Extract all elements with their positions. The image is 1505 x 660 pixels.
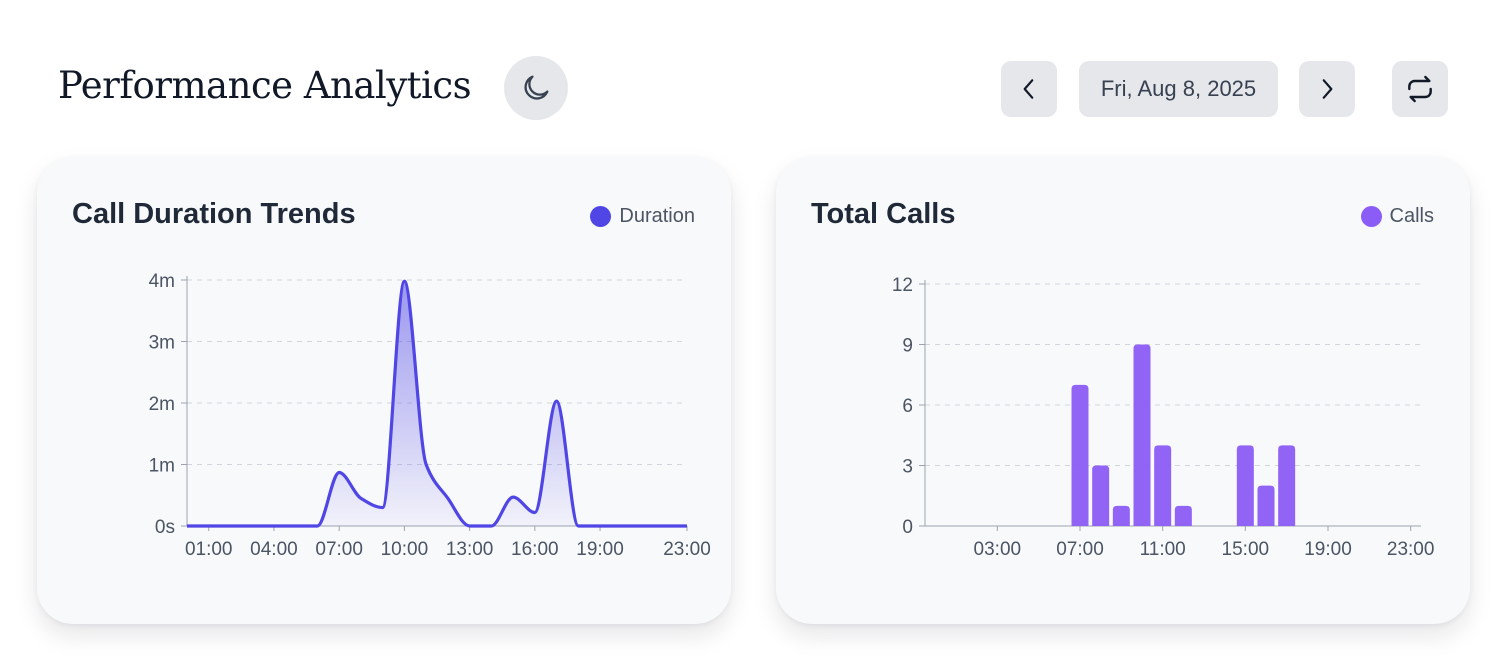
x-tick-label: 07:00 — [315, 539, 363, 560]
calls-bar — [1154, 445, 1172, 526]
duration-legend-swatch — [590, 206, 612, 227]
calls-legend-label: Calls — [1389, 205, 1434, 227]
y-tick-label: 4m — [149, 271, 175, 292]
previous-day-button[interactable] — [1001, 61, 1057, 117]
y-tick-label: 0s — [155, 517, 175, 538]
page-title: Performance Analytics — [58, 64, 472, 107]
x-tick-label: 10:00 — [381, 539, 429, 560]
calls-bar — [1071, 384, 1089, 526]
x-tick-label: 15:00 — [1222, 539, 1270, 560]
moon-icon — [524, 75, 549, 100]
calls-bar — [1112, 505, 1130, 526]
y-tick-label: 6 — [902, 396, 913, 417]
refresh-icon — [1408, 75, 1432, 103]
duration-chart-title: Call Duration Trends — [72, 198, 356, 230]
x-tick-label: 16:00 — [511, 539, 559, 560]
calls-bar-chart: 0 3 6 9 12 03:00 07:00 11:00 15:00 19:00 23:00 — [892, 275, 1435, 560]
duration-card: Call Duration Trends Duration 0s 1m 2m 3m 4m… — [37, 157, 731, 624]
duration-series-line — [187, 279, 687, 528]
page-header: Performance Analytics Fri, Aug 8, 2025 — [58, 56, 1448, 120]
y-tick-label: 3m — [149, 333, 175, 354]
calls-bar — [1278, 445, 1296, 526]
next-day-button[interactable] — [1299, 61, 1355, 117]
y-tick-label: 1m — [149, 456, 175, 477]
x-tick-label: 04:00 — [250, 539, 298, 560]
x-tick-label: 23:00 — [663, 539, 711, 560]
x-tick-label: 13:00 — [446, 539, 494, 560]
calls-legend[interactable]: Calls — [1360, 205, 1434, 228]
y-tick-label: 12 — [892, 275, 913, 296]
chevron-left-icon — [1023, 79, 1034, 99]
y-tick-label: 9 — [902, 336, 913, 357]
duration-area-chart: 0s 1m 2m 3m 4m 01:00 04:00 07:00 10:00 13:00 16:00… — [149, 271, 711, 560]
calls-bar — [1257, 485, 1275, 526]
duration-area-fill — [187, 281, 687, 526]
x-tick-label: 07:00 — [1056, 539, 1104, 560]
duration-legend-label: Duration — [619, 205, 695, 227]
y-tick-label: 2m — [149, 394, 175, 415]
calls-chart-title: Total Calls — [811, 198, 956, 230]
x-tick-label: 03:00 — [974, 539, 1022, 560]
theme-toggle-button[interactable] — [504, 56, 568, 120]
duration-legend[interactable]: Duration — [590, 205, 695, 228]
refresh-button[interactable] — [1392, 61, 1448, 117]
x-tick-label: 19:00 — [576, 539, 624, 560]
calls-bar — [1236, 445, 1254, 526]
x-tick-label: 23:00 — [1387, 539, 1435, 560]
calls-bar — [1092, 465, 1110, 526]
calls-bar — [1174, 505, 1192, 526]
date-display[interactable]: Fri, Aug 8, 2025 — [1079, 61, 1278, 117]
y-tick-label: 0 — [902, 517, 913, 538]
y-tick-label: 3 — [902, 457, 913, 478]
calls-bar — [1133, 344, 1151, 526]
x-tick-label: 01:00 — [185, 539, 233, 560]
chevron-right-icon — [1322, 79, 1333, 99]
x-tick-label: 19:00 — [1304, 539, 1352, 560]
calls-card: Total Calls Calls 0 3 6 9 12 03:00 07:00 11:00 1… — [776, 157, 1470, 624]
x-tick-label: 11:00 — [1140, 539, 1186, 560]
calls-legend-swatch — [1360, 206, 1382, 227]
